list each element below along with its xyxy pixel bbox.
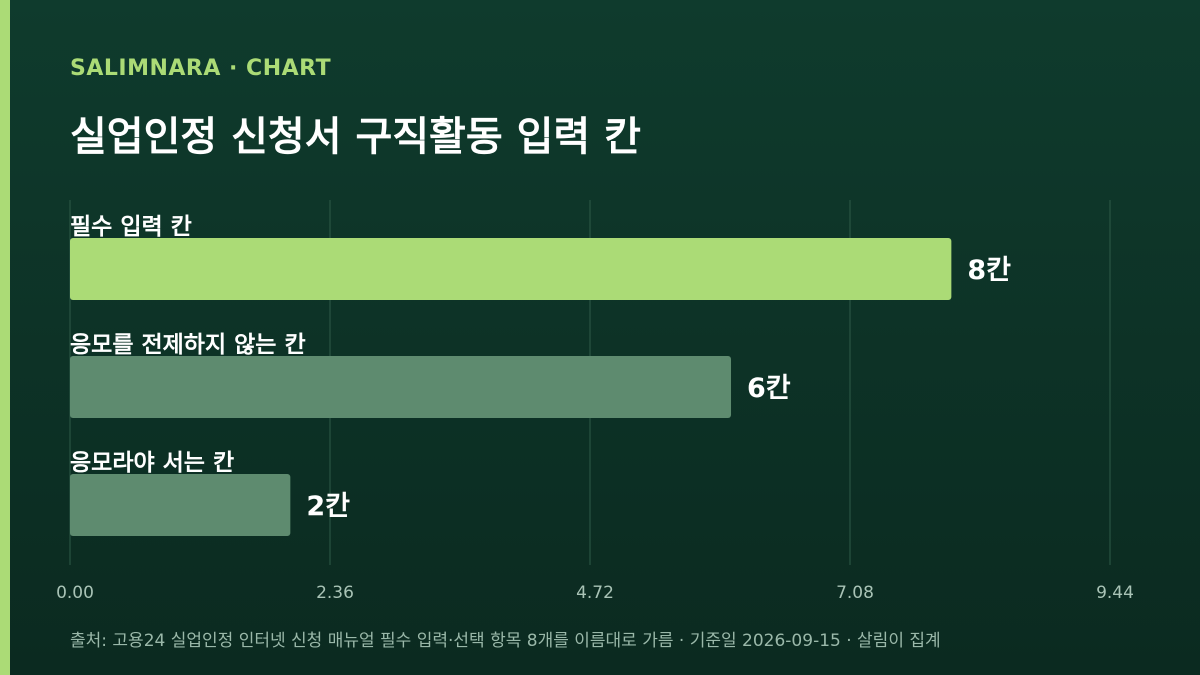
category-label: 응모를 전제하지 않는 칸 — [70, 332, 306, 358]
x-tick-label: 9.44 — [1096, 583, 1134, 603]
x-tick-label: 2.36 — [316, 583, 354, 603]
category-label: 응모라야 서는 칸 — [70, 450, 234, 476]
category-label: 필수 입력 칸 — [70, 214, 192, 240]
value-label: 6칸 — [747, 373, 791, 404]
x-tick-label: 4.72 — [576, 583, 614, 603]
value-label: 8칸 — [967, 255, 1011, 286]
source-note: 출처: 고용24 실업인정 인터넷 신청 매뉴얼 필수 입력·선택 항목 8개를… — [70, 631, 941, 651]
chart-title: 실업인정 신청서 구직활동 입력 칸 — [70, 114, 641, 160]
accent-bar — [0, 0, 10, 675]
bar — [70, 474, 291, 536]
x-tick-label: 7.08 — [836, 583, 874, 603]
bar — [70, 356, 732, 418]
bar — [70, 238, 952, 300]
brand-label: SALIMNARA · CHART — [70, 56, 332, 81]
x-tick-label: 0.00 — [56, 583, 94, 603]
value-label: 2칸 — [306, 491, 350, 522]
